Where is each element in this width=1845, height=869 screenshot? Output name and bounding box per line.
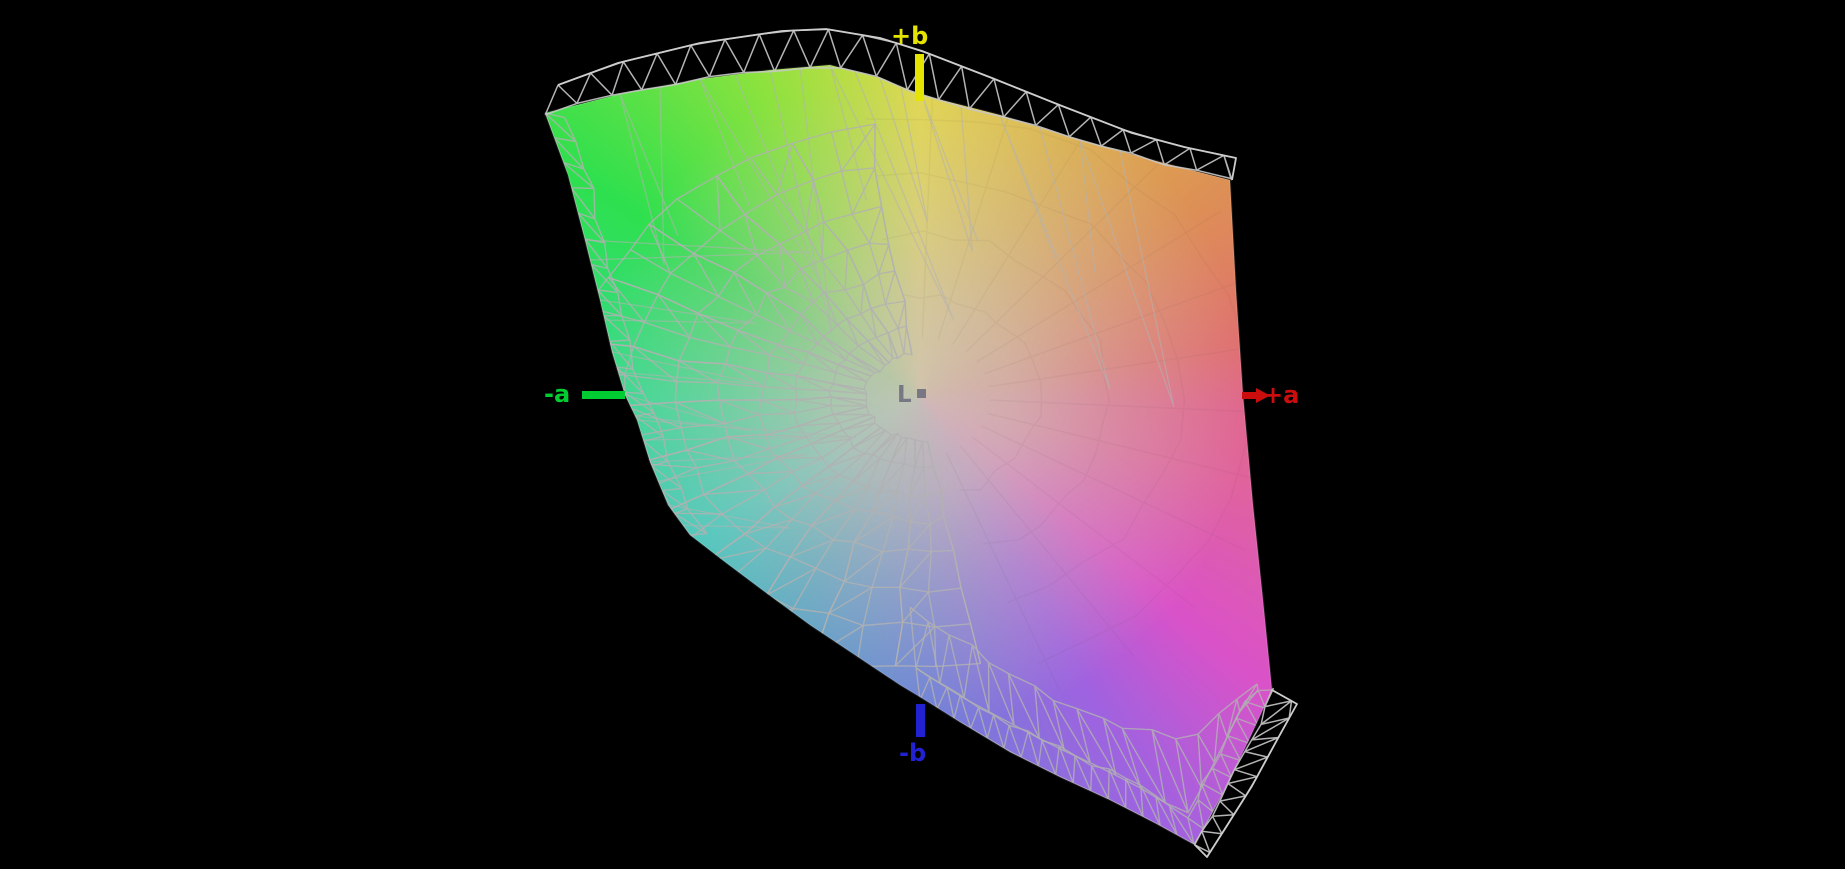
axis-label-plus-b: +b — [891, 22, 929, 50]
mesh-path — [915, 667, 1272, 845]
mesh-path — [557, 28, 1237, 181]
lightness-axis-marker-square — [917, 389, 926, 398]
axis-arrowhead-plus-a — [1256, 388, 1270, 403]
axis-label-minus-b: -b — [899, 739, 927, 767]
axis-label-plus-a: +a — [1263, 381, 1300, 409]
mesh-path — [1194, 689, 1298, 858]
mesh-ridge-group — [544, 28, 1298, 858]
mesh-path — [758, 270, 944, 525]
axis-bar-minus-b — [916, 704, 925, 737]
mesh-path — [909, 606, 1259, 814]
axis-bar-plus-b — [915, 54, 924, 101]
mesh-path — [544, 64, 1273, 846]
mesh-path — [675, 206, 962, 593]
axis-label-minus-a: -a — [544, 380, 571, 408]
mesh-path — [573, 124, 982, 666]
mesh-path — [545, 112, 708, 536]
lightness-axis-label: L — [897, 382, 912, 408]
axis-bar-plus-a — [1242, 392, 1257, 399]
mesh-path — [865, 80, 1272, 691]
mesh-path — [1193, 687, 1293, 854]
mesh-path — [584, 65, 1175, 529]
mesh-path — [674, 205, 962, 593]
mesh-path — [758, 270, 945, 525]
axis-bar-minus-a — [582, 391, 625, 399]
